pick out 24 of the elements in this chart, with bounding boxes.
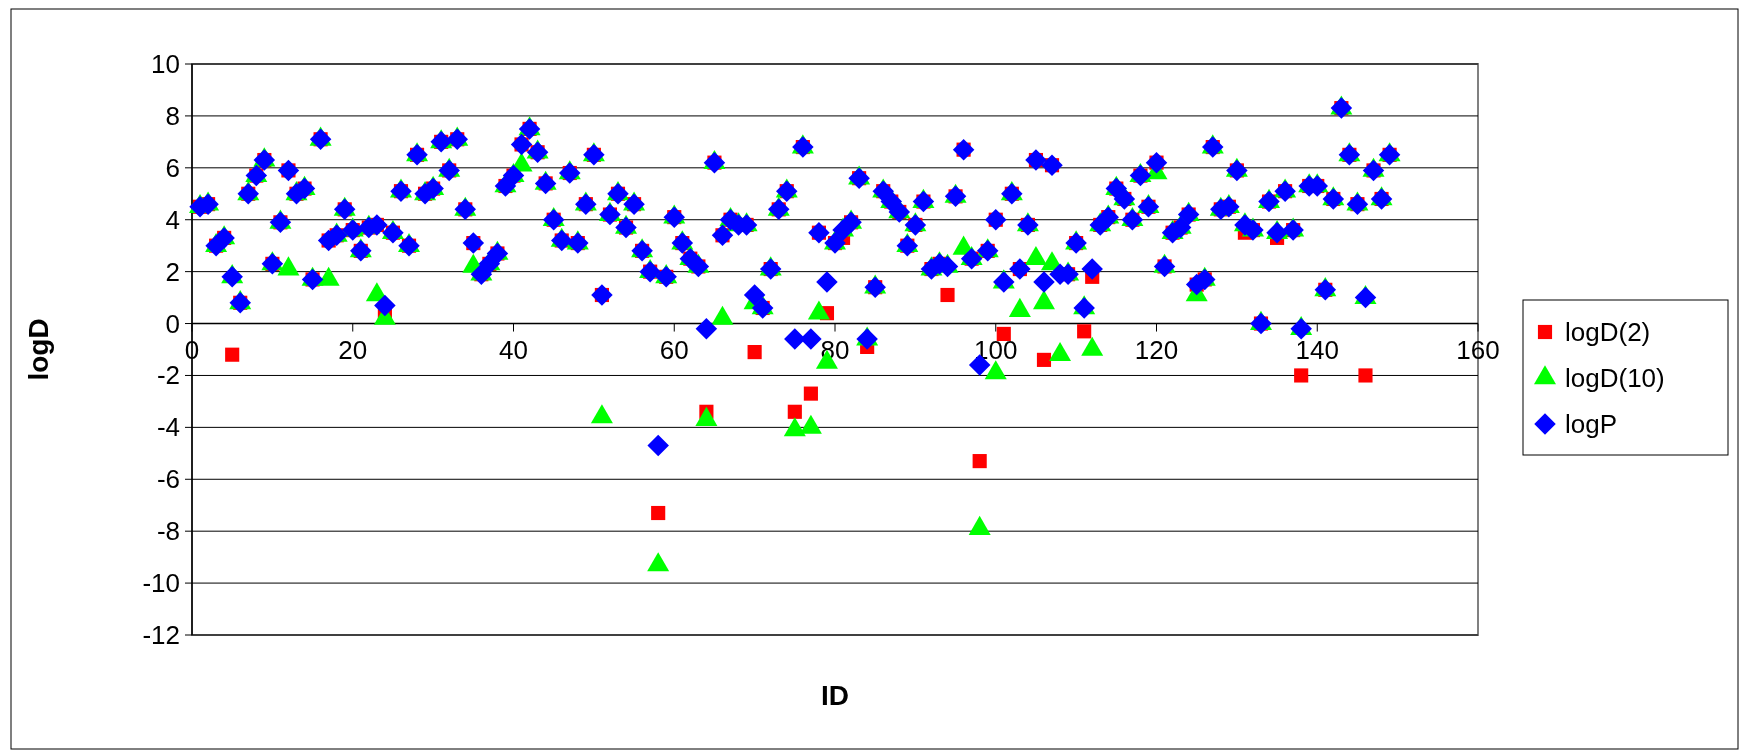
y-tick-label: -2 [156, 360, 180, 391]
x-tick-label: 140 [1295, 334, 1339, 365]
y-tick-label: -6 [156, 464, 180, 495]
x-tick-label: 40 [499, 334, 528, 365]
y-tick-label: 4 [165, 204, 180, 235]
legend-label: logP [1565, 409, 1618, 439]
y-axis-title: logD [23, 318, 54, 381]
y-tick-label: 0 [165, 308, 180, 339]
y-tick-label: 8 [165, 100, 180, 131]
y-tick-label: -12 [142, 620, 180, 650]
y-tick-label: -10 [142, 568, 180, 599]
y-tick-label: 6 [165, 152, 180, 183]
y-tick-label: -8 [156, 516, 180, 547]
x-tick-label: 160 [1456, 334, 1500, 365]
y-tick-label: -4 [156, 412, 180, 443]
y-tick-label: 2 [165, 256, 180, 287]
x-tick-label: 120 [1134, 334, 1179, 365]
legend-label: logD(2) [1565, 317, 1651, 347]
legend-label: logD(10) [1565, 363, 1665, 393]
x-tick-label: 20 [338, 334, 368, 365]
y-tick-label: 10 [151, 49, 180, 79]
x-tick-label: 100 [974, 334, 1018, 365]
x-tick-label: 60 [659, 334, 689, 365]
x-axis-title: ID [821, 680, 849, 711]
